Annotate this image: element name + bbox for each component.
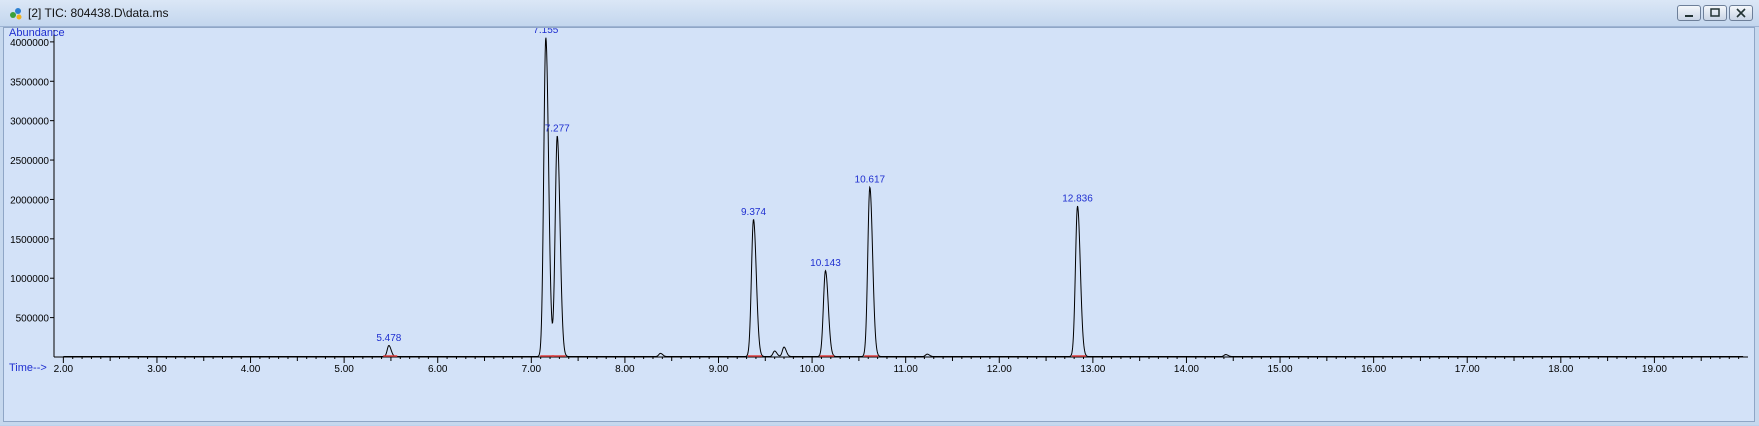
- x-tick-label: 10.00: [800, 364, 825, 375]
- x-tick-label: 12.00: [987, 364, 1012, 375]
- chromatogram-app-icon: [10, 8, 22, 20]
- close-icon: [1736, 8, 1746, 18]
- y-tick-label: 1500000: [10, 235, 49, 246]
- peak-label[interactable]: 7.277: [545, 123, 570, 134]
- y-axis-title: Abundance: [9, 28, 65, 39]
- peak-label[interactable]: 9.374: [741, 207, 766, 218]
- y-tick-label: 2000000: [10, 195, 49, 206]
- x-tick-label: 5.00: [334, 364, 354, 375]
- x-tick-label: 16.00: [1361, 364, 1386, 375]
- x-tick-label: 6.00: [428, 364, 448, 375]
- peak-label[interactable]: 5.478: [376, 333, 401, 344]
- window-title: [2] TIC: 804438.D\data.ms: [28, 6, 169, 20]
- x-tick-label: 7.00: [522, 364, 542, 375]
- restore-icon: [1710, 8, 1720, 17]
- x-tick-label: 17.00: [1455, 364, 1480, 375]
- x-tick-label: 19.00: [1642, 364, 1667, 375]
- title-bar[interactable]: [2] TIC: 804438.D\data.ms: [0, 0, 1759, 27]
- x-tick-label: 14.00: [1174, 364, 1199, 375]
- x-tick-label: 11.00: [894, 364, 919, 375]
- minimize-button[interactable]: [1677, 5, 1701, 21]
- x-tick-label: 8.00: [615, 364, 635, 375]
- x-tick-label: 18.00: [1548, 364, 1573, 375]
- y-tick-label: 2500000: [10, 156, 49, 167]
- peak-label[interactable]: 12.836: [1062, 194, 1093, 205]
- x-tick-group: 2.00 3.00 4.00 5.00 6.00 7.00 8.00 9.00 10.00 11.…: [54, 357, 1740, 375]
- y-tick-group: 500000 1000000 1500000 2000000 2500000 300000…: [10, 38, 54, 325]
- chart-area[interactable]: Abundance Time--> 500000 1000000 1500000 20…: [3, 25, 1755, 422]
- chromatogram-chart: Abundance Time--> 500000 1000000 1500000 20…: [9, 25, 1748, 375]
- y-tick-label: 1000000: [10, 274, 49, 285]
- tic-trace: [63, 37, 1744, 358]
- y-tick-label: 4000000: [10, 38, 49, 49]
- y-tick-label: 3500000: [10, 77, 49, 88]
- x-tick-label: 4.00: [241, 364, 261, 375]
- peak-label[interactable]: 10.143: [810, 258, 841, 269]
- peak-label[interactable]: 7.155: [533, 25, 558, 36]
- peak-label[interactable]: 10.617: [855, 175, 886, 186]
- x-tick-label: 13.00: [1080, 364, 1105, 375]
- x-tick-label: 2.00: [54, 364, 74, 375]
- close-button[interactable]: [1729, 5, 1753, 21]
- x-tick-label: 9.00: [709, 364, 729, 375]
- restore-button[interactable]: [1703, 5, 1727, 21]
- x-tick-label: 3.00: [147, 364, 167, 375]
- peak-label-group: 5.478 7.155 7.277 9.374 10.143 10.617 12.836: [376, 25, 1093, 344]
- x-tick-label: 15.00: [1268, 364, 1293, 375]
- y-tick-label: 3000000: [10, 117, 49, 128]
- x-axis-title: Time-->: [9, 362, 47, 374]
- minimize-icon: [1685, 15, 1693, 17]
- y-tick-label: 500000: [16, 314, 50, 325]
